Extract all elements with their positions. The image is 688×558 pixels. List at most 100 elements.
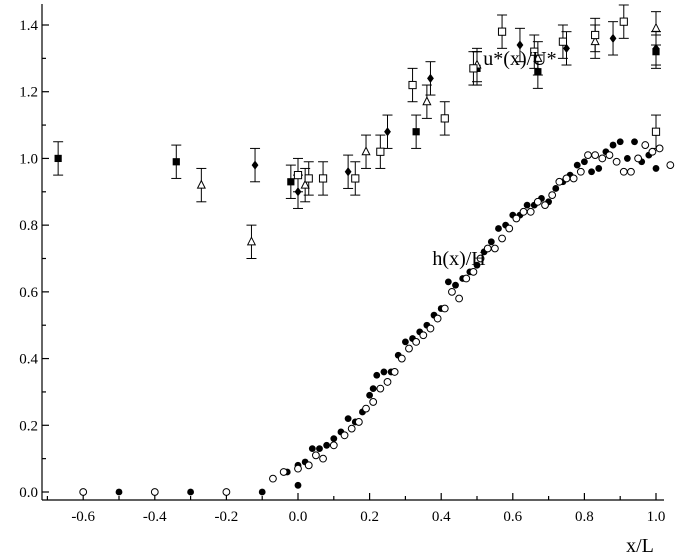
- circle-open-point: [648, 147, 657, 156]
- square-open-point: [408, 80, 417, 90]
- triangle-open-point: [651, 22, 661, 32]
- circle-filled-point: [452, 281, 459, 289]
- circle-open-point: [562, 174, 571, 183]
- square-open-point: [619, 17, 628, 26]
- circle-open-point: [469, 267, 478, 276]
- circle-open-point: [412, 337, 421, 346]
- circle-filled-point: [366, 391, 373, 399]
- circle-open-point: [548, 191, 557, 200]
- circle-open-point: [405, 344, 413, 353]
- x-tick-label: 0.8: [575, 509, 594, 525]
- circle-filled-point: [552, 185, 560, 192]
- diamond-filled-point: [427, 73, 434, 83]
- circle-open-point: [319, 454, 327, 463]
- circle-filled-point: [523, 201, 531, 209]
- circle-filled-point: [258, 488, 266, 496]
- circle-open-point: [376, 384, 385, 393]
- x-tick-label: -0.6: [71, 509, 95, 525]
- y-tick-label: 0.6: [19, 285, 38, 301]
- triangle-open-point: [590, 36, 600, 46]
- circle-filled-point: [294, 481, 302, 489]
- square-filled-point: [172, 158, 180, 166]
- y-tick-label: 0.8: [19, 218, 38, 234]
- square-open-point: [558, 37, 568, 46]
- x-tick-label: 1.0: [647, 509, 666, 525]
- square-filled-point: [412, 128, 420, 136]
- circle-open-point: [533, 197, 542, 206]
- circle-open-point: [354, 418, 363, 426]
- circle-open-point: [498, 234, 506, 243]
- triangle-open-point: [533, 52, 543, 62]
- circle-filled-point: [373, 371, 381, 379]
- circle-open-point: [526, 207, 535, 216]
- circle-open-point: [505, 224, 514, 233]
- x-tick-label: -0.2: [215, 509, 239, 525]
- y-tick-label: 0.0: [19, 485, 38, 501]
- circle-filled-point: [616, 138, 624, 146]
- circle-open-point: [612, 157, 621, 166]
- circle-filled-point: [609, 141, 617, 149]
- circle-filled-point: [323, 441, 331, 449]
- circle-open-point: [362, 404, 370, 413]
- x-tick-label: 0.0: [289, 509, 308, 525]
- x-tick-label: 0.4: [432, 509, 451, 525]
- circle-open-point: [369, 398, 378, 406]
- circle-filled-point: [330, 435, 338, 443]
- circle-filled-point: [573, 161, 581, 169]
- diamond-filled-point: [384, 127, 391, 137]
- circle-open-point: [340, 431, 349, 440]
- circle-open-point: [569, 174, 578, 183]
- circle-filled-point: [487, 238, 495, 246]
- circle-filled-point: [473, 261, 481, 269]
- axes: 0.0 0.2 0.4 0.6 0.8 1.0 1.2 1.4 -0.6 -0.4 -0.2 0.0 0…: [19, 4, 665, 525]
- circle-filled-point: [380, 368, 388, 376]
- square-open-point: [530, 47, 539, 56]
- circle-filled-point: [115, 488, 123, 496]
- circle-open-point: [634, 154, 642, 163]
- triangle-open-point: [246, 236, 257, 246]
- x-tick-label: -0.4: [143, 509, 167, 525]
- y-tick-label: 1.2: [19, 85, 38, 101]
- circle-open-point: [304, 461, 313, 470]
- circle-open-point: [584, 151, 592, 159]
- circle-filled-point: [588, 168, 595, 176]
- circle-filled-point: [581, 158, 588, 166]
- diamond-filled-point: [344, 167, 352, 177]
- circle-open-point: [222, 488, 231, 496]
- y-tick-label: 1.4: [19, 18, 38, 34]
- diamond-filled-point: [563, 43, 570, 53]
- circle-open-point: [279, 468, 288, 476]
- square-open-point: [497, 27, 507, 36]
- circle-filled-point: [402, 338, 409, 346]
- circle-open-point: [448, 287, 456, 296]
- circle-open-point: [383, 378, 392, 386]
- square-open-point: [293, 171, 303, 180]
- diamond-filled-point: [251, 160, 259, 170]
- diamond-filled-point: [294, 187, 302, 197]
- circle-open-point: [397, 354, 406, 363]
- circle-open-point: [519, 207, 528, 216]
- circle-open-point: [294, 464, 302, 473]
- circle-filled-point: [652, 165, 660, 172]
- triangle-open-point: [196, 179, 206, 189]
- error-bars: [53, 4, 661, 259]
- square-open-point: [318, 174, 328, 183]
- circle-open-point: [619, 167, 628, 176]
- square-open-point: [376, 147, 385, 156]
- circle-open-point: [79, 488, 88, 496]
- circle-filled-point: [631, 138, 638, 146]
- circle-open-point: [269, 474, 277, 483]
- square-open-point: [591, 30, 600, 40]
- circle-open-point: [512, 214, 521, 223]
- diamond-filled-point: [652, 43, 660, 53]
- circle-open-point: [312, 451, 320, 460]
- y-tick-label: 0.4: [19, 352, 38, 368]
- annotation-h-over-H: h(x)/H: [432, 248, 485, 270]
- square-filled-point: [54, 154, 62, 163]
- circle-open-point: [455, 294, 464, 303]
- circle-open-point: [150, 488, 159, 496]
- circle-filled-point: [344, 415, 352, 423]
- circle-filled-point: [495, 225, 502, 232]
- circle-open-point: [347, 424, 356, 433]
